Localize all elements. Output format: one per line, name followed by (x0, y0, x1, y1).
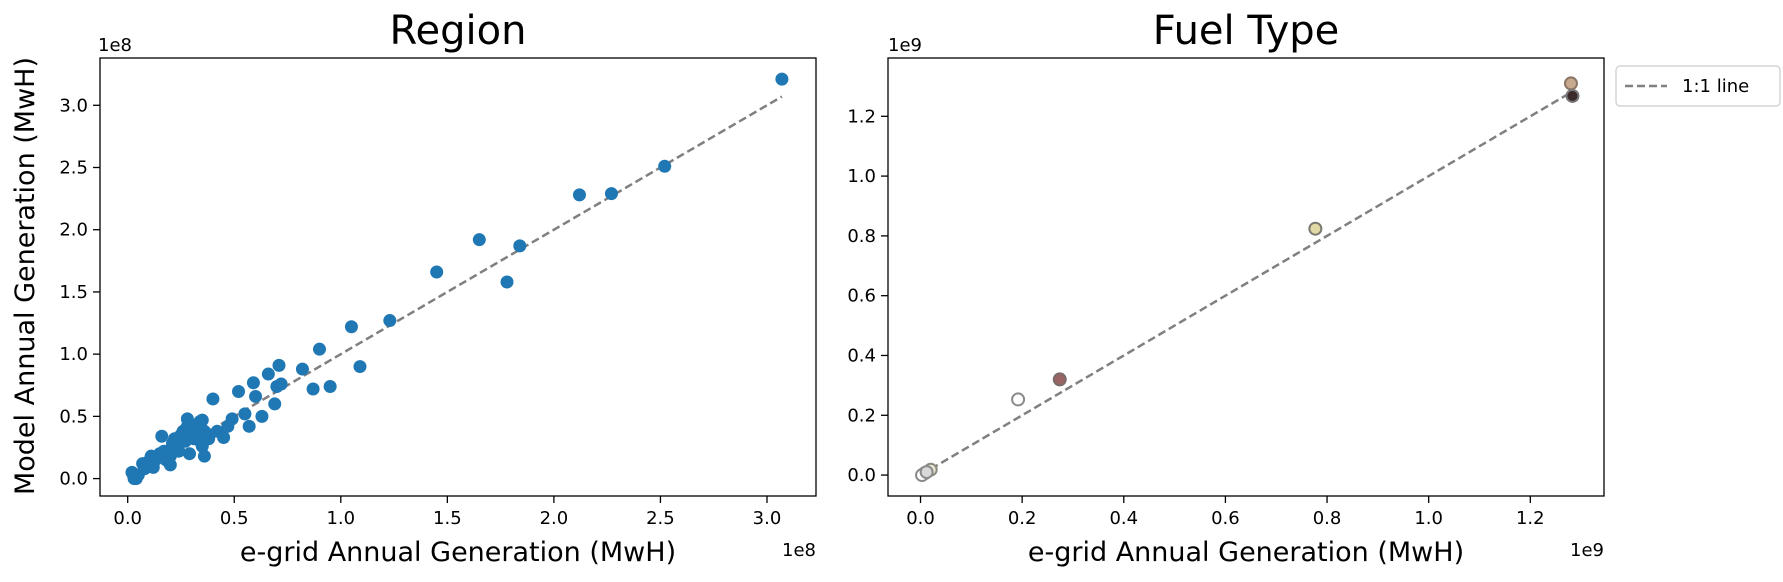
data-point (658, 159, 672, 173)
y-tick-label: 2.5 (59, 158, 88, 179)
data-point (604, 187, 618, 201)
data-point (775, 72, 789, 86)
fuel-type-reference-line-group (919, 91, 1572, 477)
data-point (242, 419, 256, 433)
reference-line-1-1 (919, 91, 1572, 477)
data-point (217, 431, 231, 445)
y-tick-label: 0.4 (847, 345, 876, 366)
x-tick-label: 0.5 (220, 508, 249, 529)
x-tick-label: 1.2 (1516, 508, 1545, 529)
y-tick-label: 1.2 (847, 106, 876, 127)
y-tick-label: 0.0 (847, 465, 876, 486)
data-point (272, 358, 286, 372)
data-point (163, 449, 177, 463)
y-tick-label: 0.0 (59, 469, 88, 490)
data-point (170, 439, 184, 453)
x-tick-label: 2.5 (646, 508, 675, 529)
legend-box (1615, 65, 1781, 107)
data-point (197, 449, 211, 463)
data-point (353, 360, 367, 374)
data-point (238, 407, 252, 421)
region-y-offset-text: 1e8 (98, 35, 132, 56)
x-tick-label: 0.6 (1211, 508, 1240, 529)
data-point (180, 419, 194, 433)
data-point (155, 429, 169, 443)
region-chart-panel: Region Model Annual Generation (MwH) e-g… (10, 8, 817, 568)
data-point (193, 414, 207, 428)
region-chart-title: Region (390, 8, 527, 54)
data-point (500, 275, 514, 289)
data-point (1011, 392, 1026, 407)
x-tick-label: 0.0 (906, 508, 935, 529)
data-point (1565, 88, 1580, 103)
y-tick-label: 1.0 (847, 166, 876, 187)
x-tick-label: 0.4 (1109, 508, 1138, 529)
data-point (249, 389, 263, 403)
region-data-points (125, 72, 789, 486)
y-tick-label: 1.0 (59, 344, 88, 365)
x-tick-label: 2.0 (540, 508, 569, 529)
data-point (323, 380, 337, 393)
region-plot-frame (99, 57, 817, 497)
region-y-axis-label: Model Annual Generation (MwH) (10, 57, 41, 495)
data-point (274, 377, 288, 391)
fuel-type-x-axis-label: e-grid Annual Generation (MwH) (1028, 537, 1464, 568)
data-point (513, 239, 527, 253)
y-tick-label: 0.6 (847, 286, 876, 307)
region-x-axis-label: e-grid Annual Generation (MwH) (240, 537, 676, 568)
fuel-type-axis-ticks: 0.0 0.2 0.4 0.6 0.8 1.0 1.2 0.0 0.2 0.4 0.6 0.8 1.0 1… (847, 106, 1544, 529)
fuel-type-legend: 1:1 line (1615, 65, 1781, 107)
data-point (268, 397, 282, 411)
data-point (572, 188, 586, 202)
y-tick-label: 3.0 (59, 95, 88, 116)
data-point (383, 314, 397, 328)
x-tick-label: 3.0 (753, 508, 782, 529)
y-tick-label: 2.0 (59, 220, 88, 241)
fuel-type-chart-panel: Fuel Type e-grid Annual Generation (MwH)… (847, 8, 1781, 568)
data-point (919, 465, 934, 480)
data-point (1563, 76, 1578, 91)
data-point (430, 265, 444, 279)
data-point (197, 424, 211, 438)
y-tick-label: 0.2 (847, 405, 876, 426)
fuel-type-data-points (915, 76, 1580, 483)
region-x-offset-text: 1e8 (782, 540, 816, 561)
data-point (1308, 221, 1323, 236)
legend-label-1-1-line: 1:1 line (1682, 76, 1749, 97)
x-tick-label: 0.0 (113, 508, 142, 529)
x-tick-label: 0.8 (1313, 508, 1342, 529)
data-point (206, 392, 220, 406)
y-tick-label: 1.5 (59, 282, 88, 303)
data-point (312, 342, 326, 356)
region-axis-ticks: 0.0 0.5 1.0 1.5 2.0 2.5 3.0 0.0 0.5 1.0 1.5 2.0 2.5 3… (59, 95, 781, 529)
x-tick-label: 1.0 (1414, 508, 1443, 529)
fuel-type-y-offset-text: 1e9 (888, 35, 922, 56)
data-point (344, 320, 358, 334)
fuel-type-x-offset-text: 1e9 (1570, 540, 1604, 561)
data-point (1052, 372, 1067, 387)
data-point (472, 233, 486, 247)
x-tick-label: 1.0 (326, 508, 355, 529)
data-point (306, 382, 320, 396)
y-tick-label: 0.5 (59, 406, 88, 427)
data-point (261, 367, 275, 381)
data-point (255, 409, 269, 423)
data-point (183, 447, 196, 461)
data-point (246, 376, 260, 390)
x-tick-label: 0.2 (1008, 508, 1037, 529)
data-point (232, 384, 246, 398)
x-tick-label: 1.5 (433, 508, 462, 529)
fuel-type-chart-title: Fuel Type (1153, 8, 1339, 54)
data-point (225, 412, 239, 426)
data-point (295, 362, 309, 376)
fuel-type-plot-frame (887, 57, 1605, 497)
y-tick-label: 0.8 (847, 226, 876, 247)
